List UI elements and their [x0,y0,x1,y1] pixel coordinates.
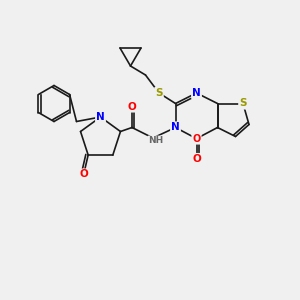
Text: NH: NH [148,136,164,146]
Text: N: N [171,122,180,133]
Text: O: O [192,154,201,164]
Text: O: O [192,134,201,144]
Text: O: O [128,101,136,112]
Text: N: N [96,112,105,122]
Text: S: S [155,88,163,98]
Text: S: S [239,98,247,109]
Text: N: N [192,88,201,98]
Text: O: O [79,169,88,179]
